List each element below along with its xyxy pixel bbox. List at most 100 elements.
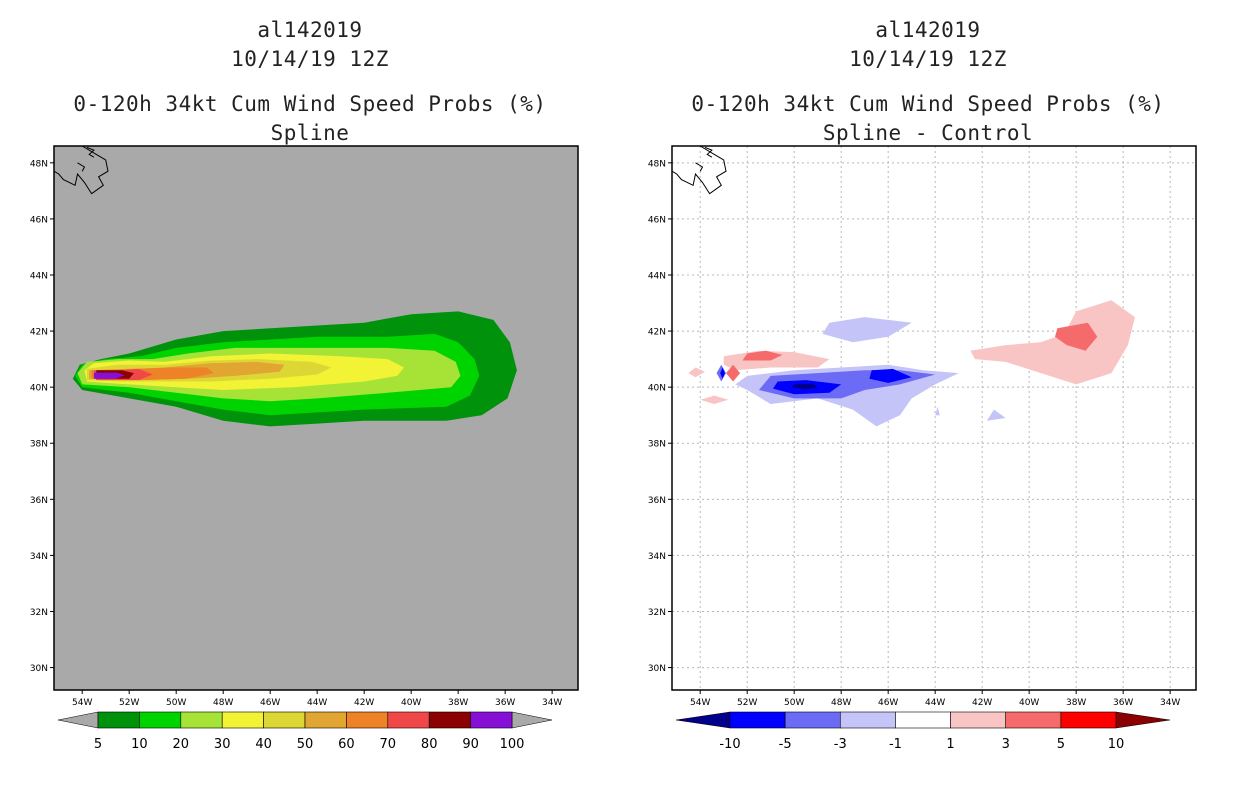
x-tick-label: 40W	[1019, 698, 1039, 708]
x-tick-label: 54W	[72, 698, 92, 708]
y-tick-label: 46N	[30, 215, 48, 225]
colorbar-label: -3	[834, 737, 847, 752]
x-tick-label: 46W	[878, 698, 898, 708]
x-tick-label: 50W	[784, 698, 804, 708]
colorbar-swatch-7	[1060, 711, 1117, 729]
colorbar-label: 10	[1108, 737, 1125, 752]
colorbar-swatch-8	[428, 711, 471, 729]
y-tick-label: 40N	[648, 384, 666, 394]
right-datetime: 10/14/19 12Z	[849, 47, 1007, 71]
map-frame	[53, 145, 579, 691]
x-tick-label: 36W	[495, 698, 515, 708]
colorbar-label: 40	[255, 737, 272, 752]
x-tick-label: 38W	[448, 698, 468, 708]
right-colorbar: -10 -5 -3 -1 1 3 5 10	[675, 711, 1171, 752]
contour-fill-6	[726, 364, 741, 382]
colorbar-swatch-6	[1005, 711, 1062, 729]
colorbar-swatch-5	[304, 711, 347, 729]
x-tick-label: 48W	[213, 698, 233, 708]
y-tick-label: 30N	[648, 664, 666, 674]
colorbar-swatch-0	[97, 711, 140, 729]
colorbar-label: 30	[214, 737, 231, 752]
y-tick-label: 38N	[648, 440, 666, 450]
contour-fill-16	[791, 383, 818, 390]
contour-fill-8	[822, 317, 912, 343]
left-title-block: al142019 10/14/19 12Z 0-120h 34kt Cum Wi…	[60, 16, 560, 148]
coastline-2	[695, 162, 704, 172]
colorbar-label: 90	[462, 737, 479, 752]
contour-fill-10	[935, 406, 940, 416]
x-tick-label: 52W	[119, 698, 139, 708]
y-tick-label: 34N	[30, 552, 48, 562]
colorbar-swatch-4	[895, 711, 951, 729]
colorbar-end-left	[675, 711, 731, 729]
contour-fill-2	[688, 367, 705, 378]
x-tick-label: 44W	[925, 698, 945, 708]
contour-fill-9	[93, 372, 125, 379]
right-subtitle: Spline - Control	[822, 121, 1034, 145]
y-tick-label: 46N	[648, 215, 666, 225]
x-tick-label: 54W	[690, 698, 710, 708]
x-tick-label: 48W	[831, 698, 851, 708]
x-tick-label: 42W	[972, 698, 992, 708]
colorbar-swatch-2	[180, 711, 223, 729]
x-tick-label: 52W	[737, 698, 757, 708]
contour-fill-9	[986, 409, 1006, 421]
colorbar-end-right	[511, 711, 553, 729]
colorbar-swatch-1	[139, 711, 182, 729]
colorbar-label: 10	[131, 737, 148, 752]
colorbar-label: 5	[94, 737, 102, 752]
y-tick-label: 42N	[648, 328, 666, 338]
colorbar-swatch-9	[470, 711, 513, 729]
x-tick-label: 34W	[542, 698, 562, 708]
left-subtitle: Spline	[270, 121, 350, 145]
coastline-1	[86, 146, 95, 158]
right-title-block: al142019 10/14/19 12Z 0-120h 34kt Cum Wi…	[678, 16, 1178, 148]
right-storm-id: al142019	[875, 18, 981, 42]
map-background	[672, 146, 1196, 690]
colorbar-label: 5	[1057, 737, 1065, 752]
x-tick-label: 44W	[307, 698, 327, 708]
x-tick-label: 42W	[354, 698, 374, 708]
contour-fill-3	[700, 395, 729, 404]
right-title: 0-120h 34kt Cum Wind Speed Probs (%)	[691, 92, 1165, 116]
colorbar-label: 20	[173, 737, 190, 752]
y-tick-label: 32N	[30, 608, 48, 618]
map-frame	[671, 145, 1197, 691]
left-title: 0-120h 34kt Cum Wind Speed Probs (%)	[73, 92, 547, 116]
y-tick-label: 40N	[30, 384, 48, 394]
colorbar-end-right	[1115, 711, 1171, 729]
colorbar-label: 80	[421, 737, 438, 752]
contour-fill-4	[742, 350, 783, 361]
colorbar-swatch-3	[221, 711, 264, 729]
colorbar-swatch-5	[950, 711, 1007, 729]
coastline-1	[704, 146, 713, 158]
x-tick-label: 34W	[1160, 698, 1180, 708]
colorbar-label: 50	[297, 737, 314, 752]
x-tick-label: 46W	[260, 698, 280, 708]
y-tick-label: 34N	[648, 552, 666, 562]
y-tick-label: 44N	[648, 271, 666, 281]
colorbar-label: 60	[338, 737, 355, 752]
y-tick-label: 38N	[30, 440, 48, 450]
colorbar-label: -5	[779, 737, 792, 752]
y-tick-label: 36N	[648, 496, 666, 506]
y-tick-label: 36N	[30, 496, 48, 506]
colorbar-swatch-7	[387, 711, 430, 729]
left-datetime: 10/14/19 12Z	[231, 47, 389, 71]
colorbar-label: 1	[946, 737, 954, 752]
y-tick-label: 48N	[30, 159, 48, 169]
x-tick-label: 50W	[166, 698, 186, 708]
contour-fill-5	[1055, 322, 1098, 351]
y-tick-label: 48N	[648, 159, 666, 169]
colorbar-label: 3	[1002, 737, 1010, 752]
colorbar-label: -1	[889, 737, 902, 752]
y-tick-label: 42N	[30, 328, 48, 338]
y-tick-label: 44N	[30, 271, 48, 281]
colorbar-label: -10	[719, 737, 740, 752]
y-tick-label: 32N	[648, 608, 666, 618]
colorbar-label: 70	[380, 737, 397, 752]
colorbar-swatch-6	[346, 711, 389, 729]
colorbar-swatch-1	[729, 711, 786, 729]
